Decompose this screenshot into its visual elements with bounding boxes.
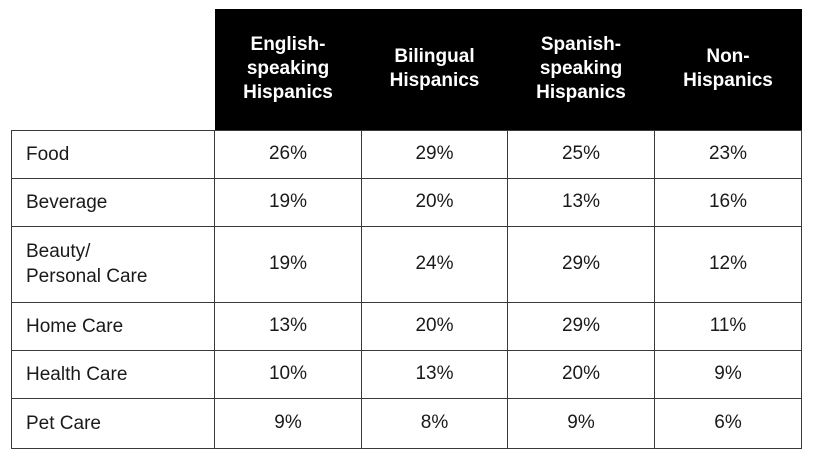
table-cell: 16% xyxy=(654,177,802,227)
table-cell: 20% xyxy=(507,349,655,399)
table-row-pet-care: Pet Care 9% 8% 9% 6% xyxy=(11,397,802,449)
table-cell: 9% xyxy=(507,397,655,449)
table-cell: 20% xyxy=(361,301,508,351)
column-header-english-speaking-hispanics: English- speaking Hispanics xyxy=(214,9,362,130)
table-cell: 13% xyxy=(214,301,362,351)
table-cell: 24% xyxy=(361,225,508,303)
table-row-health-care: Health Care 10% 13% 20% 9% xyxy=(11,349,802,399)
row-label: Pet Care xyxy=(11,397,215,449)
table-cell: 12% xyxy=(654,225,802,303)
row-label: Beverage xyxy=(11,177,215,227)
data-table-container: English- speaking Hispanics Bilingual Hi… xyxy=(11,9,802,449)
table-cell: 29% xyxy=(507,225,655,303)
table-cell: 29% xyxy=(507,301,655,351)
table-cell: 25% xyxy=(507,129,655,179)
table-cell: 19% xyxy=(214,225,362,303)
table-row-beverage: Beverage 19% 20% 13% 16% xyxy=(11,177,802,227)
data-table: English- speaking Hispanics Bilingual Hi… xyxy=(11,9,802,449)
table-cell: 20% xyxy=(361,177,508,227)
column-header-non-hispanics: Non- Hispanics xyxy=(654,9,802,130)
row-label: Beauty/ Personal Care xyxy=(11,225,215,303)
table-cell: 13% xyxy=(507,177,655,227)
table-cell: 26% xyxy=(214,129,362,179)
row-label: Food xyxy=(11,129,215,179)
column-header-bilingual-hispanics: Bilingual Hispanics xyxy=(361,9,508,130)
header-row: English- speaking Hispanics Bilingual Hi… xyxy=(11,9,802,130)
row-label: Home Care xyxy=(11,301,215,351)
corner-cell xyxy=(11,9,215,130)
table-cell: 10% xyxy=(214,349,362,399)
table-cell: 23% xyxy=(654,129,802,179)
table-row-beauty-personal-care: Beauty/ Personal Care 19% 24% 29% 12% xyxy=(11,225,802,303)
table-cell: 19% xyxy=(214,177,362,227)
table-cell: 9% xyxy=(214,397,362,449)
table-row-food: Food 26% 29% 25% 23% xyxy=(11,129,802,179)
table-cell: 6% xyxy=(654,397,802,449)
column-header-spanish-speaking-hispanics: Spanish- speaking Hispanics xyxy=(507,9,655,130)
table-cell: 11% xyxy=(654,301,802,351)
table-cell: 29% xyxy=(361,129,508,179)
table-cell: 9% xyxy=(654,349,802,399)
row-label: Health Care xyxy=(11,349,215,399)
table-cell: 8% xyxy=(361,397,508,449)
table-row-home-care: Home Care 13% 20% 29% 11% xyxy=(11,301,802,351)
table-cell: 13% xyxy=(361,349,508,399)
